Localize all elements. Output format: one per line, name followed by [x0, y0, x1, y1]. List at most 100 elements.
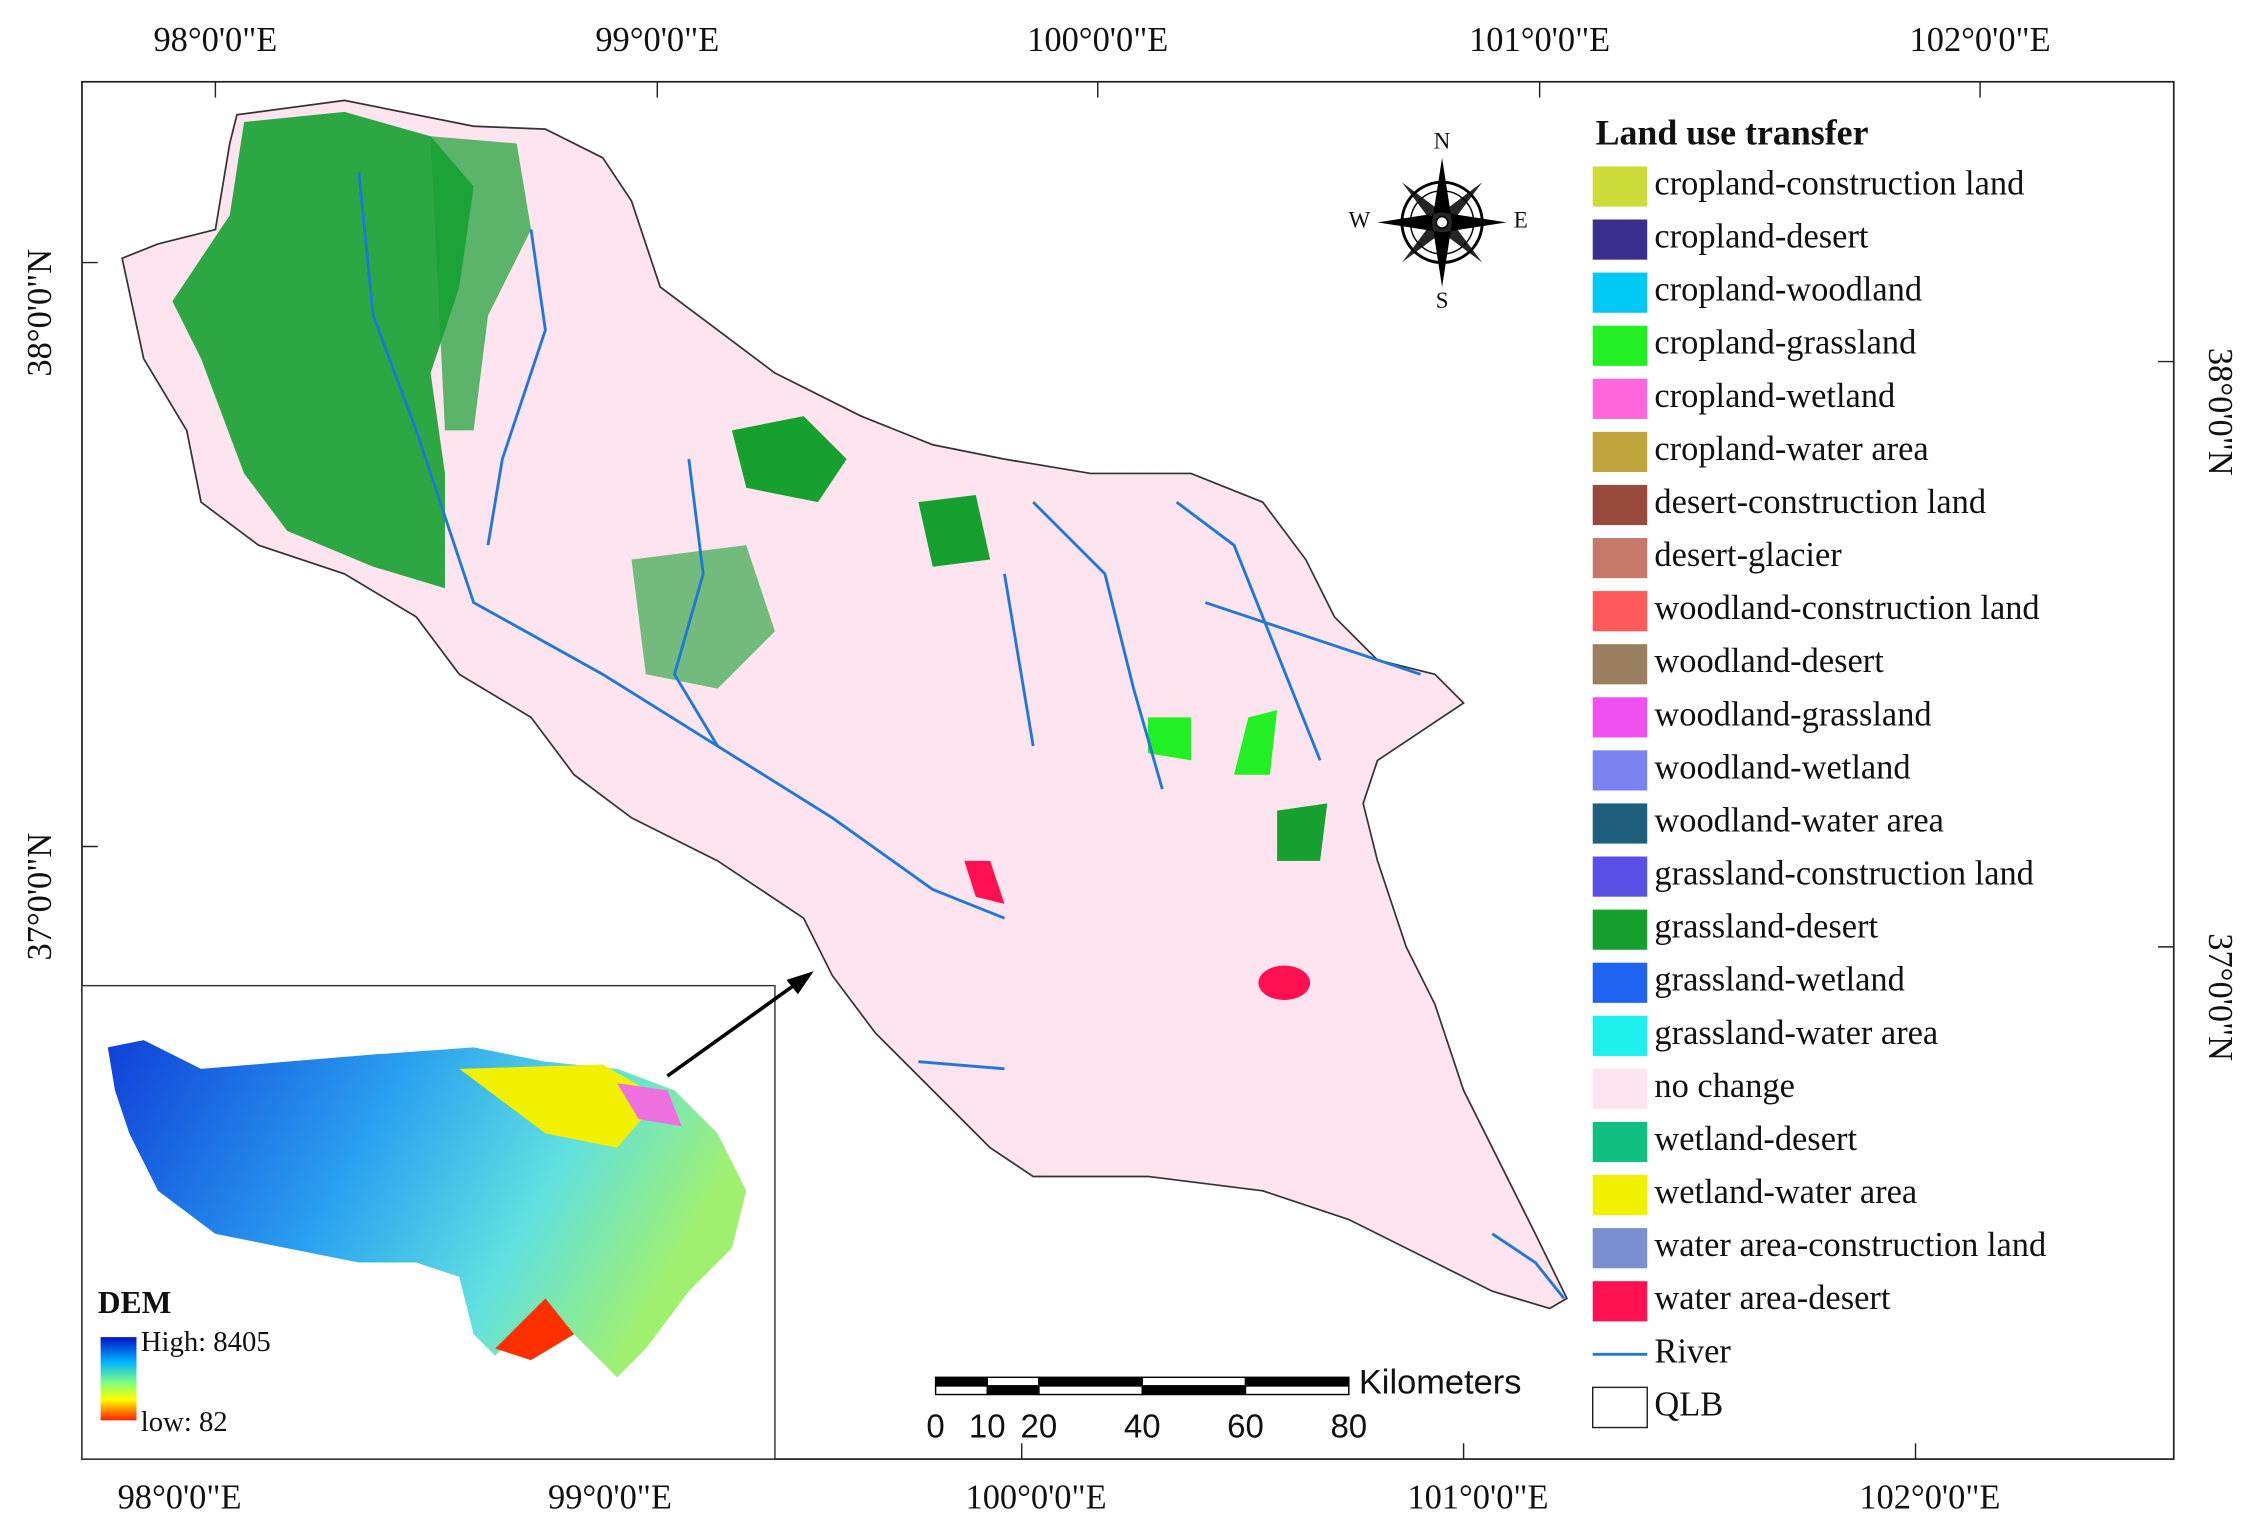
- legend-label: QLB: [1654, 1385, 1723, 1423]
- legend-swatch: [1592, 697, 1648, 738]
- legend-label: cropland-wetland: [1654, 377, 1895, 415]
- legend-swatch: [1592, 484, 1648, 526]
- scale-segment: [1038, 1376, 1143, 1387]
- inset-yellow: [459, 1064, 661, 1148]
- legend-swatch: [1592, 1228, 1648, 1269]
- scale-label: 80: [1330, 1408, 1367, 1445]
- legend-label: cropland-grassland: [1654, 324, 1916, 362]
- compass-w: W: [1349, 208, 1371, 233]
- legend-swatch: [1592, 803, 1648, 844]
- legend-swatch: [1592, 962, 1648, 1003]
- legend-swatch: [1592, 591, 1648, 632]
- legend-swatch: [1592, 166, 1648, 207]
- legend-swatch: [1592, 1068, 1648, 1110]
- legend-swatch: [1592, 750, 1648, 791]
- lat-label-right: 37°0'0"N: [2201, 933, 2239, 1061]
- scale-label: 0: [926, 1408, 944, 1445]
- legend-label: cropland-woodland: [1654, 271, 1922, 309]
- lat-label-left: 38°0'0"N: [21, 249, 59, 377]
- legend-swatch: [1592, 1015, 1648, 1056]
- lon-label-bottom: 99°0'0"E: [548, 1479, 672, 1517]
- compass-s: S: [1436, 288, 1449, 313]
- legend-swatch: [1592, 431, 1648, 473]
- legend-swatch: [1592, 219, 1648, 260]
- legend-label: grassland-desert: [1654, 908, 1878, 946]
- legend-swatch: [1592, 325, 1648, 366]
- change-patches: [172, 111, 1328, 861]
- dem-low: low: 82: [141, 1406, 228, 1438]
- legend-label: woodland-water area: [1654, 801, 1944, 839]
- legend-label: wetland-desert: [1654, 1120, 1857, 1158]
- rivers: [357, 172, 1566, 1300]
- compass: N E W S: [1349, 129, 1528, 313]
- scale-segment: [934, 1376, 988, 1387]
- legend-swatch: [1592, 1281, 1648, 1322]
- legend-swatch: [1592, 1121, 1648, 1163]
- scale-segment: [1141, 1385, 1247, 1396]
- legend-label: no change: [1654, 1067, 1795, 1105]
- legend-label: River: [1654, 1332, 1731, 1370]
- legend-label: grassland-water area: [1654, 1014, 1938, 1052]
- graticule: 98°0'0"E 99°0'0"E 100°0'0"E 101°0'0"E 102°0'…: [21, 21, 2239, 1517]
- legend-label: cropland-desert: [1654, 218, 1869, 256]
- compass-n: N: [1434, 129, 1451, 154]
- legend-label: desert-glacier: [1654, 536, 1842, 574]
- legend-title: Land use transfer: [1596, 113, 1869, 153]
- lon-label-bottom: 101°0'0"E: [1407, 1479, 1548, 1517]
- lat-label-left: 37°0'0"N: [21, 833, 59, 961]
- scale-label: 40: [1124, 1408, 1161, 1445]
- scale-segment: [986, 1376, 1040, 1387]
- scale-label: 20: [1021, 1408, 1058, 1445]
- legend-label: woodland-desert: [1654, 642, 1884, 680]
- scale-segment: [1141, 1376, 1247, 1387]
- legend-swatch: [1592, 856, 1648, 897]
- scale-unit: Kilometers: [1359, 1364, 1522, 1402]
- legend-swatch: [1592, 909, 1648, 950]
- change-patches-red: [964, 860, 1311, 1000]
- lon-label-bottom: 98°0'0"E: [118, 1479, 242, 1517]
- lon-label-top: 102°0'0"E: [1910, 21, 2051, 59]
- legend-label: wetland-water area: [1654, 1173, 1917, 1211]
- inset-arrow: [666, 977, 805, 1078]
- inset-red: [495, 1298, 575, 1361]
- compass-e: E: [1514, 208, 1528, 233]
- scale-label: 10: [969, 1408, 1006, 1445]
- legend-label: grassland-construction land: [1654, 855, 2034, 893]
- scale-segment: [1038, 1385, 1143, 1396]
- lon-label-bottom: 100°0'0"E: [965, 1479, 1106, 1517]
- lat-label-right: 38°0'0"N: [2201, 348, 2239, 476]
- dem-high: High: 8405: [141, 1326, 271, 1358]
- legend-swatch: [1592, 538, 1648, 579]
- legend: cropland-construction land cropland-deser…: [1591, 164, 2046, 1429]
- legend-label: woodland-wetland: [1654, 748, 1910, 786]
- legend-swatch: [1592, 378, 1648, 419]
- legend-swatch: [1592, 644, 1648, 685]
- basin: [121, 99, 1569, 1310]
- dem-title: DEM: [98, 1285, 172, 1320]
- legend-swatch: [1592, 1175, 1648, 1216]
- dem-ramp: [100, 1337, 137, 1421]
- lon-label-top: 100°0'0"E: [1027, 21, 1168, 59]
- lon-label-top: 98°0'0"E: [153, 21, 277, 59]
- legend-label: woodland-construction land: [1654, 589, 2039, 627]
- legend-label: cropland-construction land: [1654, 164, 2024, 202]
- legend-label: water area-construction land: [1654, 1226, 2046, 1264]
- scale-bar: 0 10 20 40 60 80: [926, 1376, 1367, 1445]
- legend-label: cropland-water area: [1654, 430, 1928, 468]
- legend-swatch: [1591, 1386, 1648, 1429]
- lon-label-top: 99°0'0"E: [595, 21, 719, 59]
- legend-label: desert-construction land: [1654, 483, 1986, 521]
- arrow-head: [786, 971, 814, 995]
- legend-label: water area-desert: [1654, 1279, 1890, 1317]
- lon-label-top: 101°0'0"E: [1469, 21, 1610, 59]
- inset-basin: [617, 1083, 682, 1127]
- lon-label-bottom: 102°0'0"E: [1859, 1479, 2000, 1517]
- scale-segment: [986, 1385, 1040, 1396]
- scale-segment: [934, 1385, 988, 1396]
- legend-label: woodland-grassland: [1654, 695, 1931, 733]
- legend-swatch: [1592, 272, 1648, 313]
- legend-label: grassland-wetland: [1654, 961, 1904, 999]
- scale-segment: [1244, 1385, 1350, 1396]
